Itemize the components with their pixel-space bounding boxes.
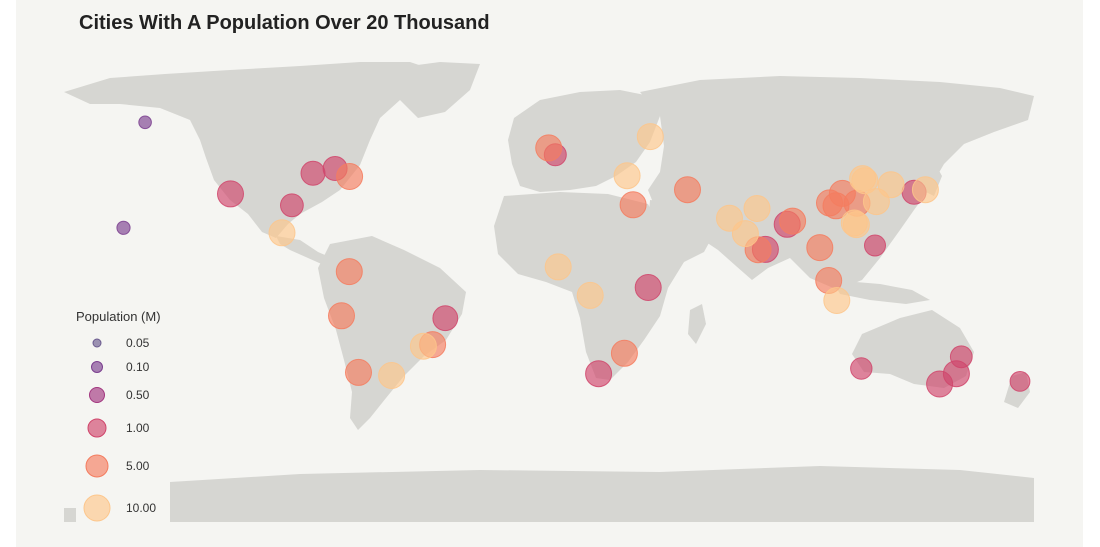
legend-label-3: 1.00 (126, 421, 150, 435)
city-point (942, 360, 970, 388)
city-point (716, 204, 743, 232)
city-point (535, 134, 563, 162)
legend-title: Population (M) (76, 309, 161, 324)
land-antarctica (170, 466, 1034, 522)
city-point (674, 176, 701, 204)
city-point (336, 163, 364, 190)
city-point (636, 123, 664, 151)
city-point (335, 258, 363, 286)
city-point (328, 302, 355, 330)
city-point (850, 357, 873, 380)
legend-symbol-3 (87, 418, 107, 438)
city-point (280, 193, 304, 218)
legend-label-0: 0.05 (126, 336, 150, 350)
legend-label-2: 0.50 (126, 388, 150, 402)
city-point (619, 191, 647, 219)
city-point (806, 234, 834, 262)
city-point (743, 195, 771, 222)
land-australia (852, 310, 974, 388)
land-indonesia (832, 280, 930, 304)
legend-label-4: 5.00 (126, 459, 150, 473)
city-point (613, 162, 641, 190)
city-point (911, 176, 939, 204)
cities-layer (116, 115, 1031, 398)
city-point (864, 234, 886, 257)
city-point (409, 332, 437, 360)
legend-symbol-1 (91, 361, 103, 373)
city-point (634, 274, 662, 301)
city-point (823, 287, 851, 314)
city-point (610, 339, 638, 367)
legend-symbol-2 (89, 387, 105, 403)
city-point (849, 165, 877, 193)
land-madagascar (688, 304, 706, 344)
land-north-america (64, 62, 440, 238)
city-point (432, 305, 459, 332)
city-point (378, 362, 406, 389)
city-point (779, 207, 807, 235)
city-point (862, 188, 890, 216)
land-small-island (64, 508, 76, 522)
legend-label-5: 10.00 (126, 501, 157, 515)
land-layer (64, 62, 1034, 522)
map-title: Cities With A Population Over 20 Thousan… (79, 12, 490, 34)
land-greenland (380, 62, 480, 118)
legend-symbol-0 (92, 338, 102, 348)
legend-symbols (83, 338, 111, 522)
city-point (138, 115, 152, 130)
city-point (217, 180, 244, 208)
legend-label-1: 0.10 (126, 360, 150, 374)
legend-symbol-5 (83, 494, 111, 522)
city-point (1009, 371, 1031, 392)
city-point (116, 220, 131, 235)
city-point (544, 253, 572, 281)
city-point (576, 281, 604, 309)
legend-symbol-4 (85, 454, 109, 478)
city-point (268, 219, 296, 247)
city-point (300, 160, 326, 186)
city-point (585, 360, 613, 388)
city-point (840, 209, 868, 237)
city-point (345, 358, 372, 386)
